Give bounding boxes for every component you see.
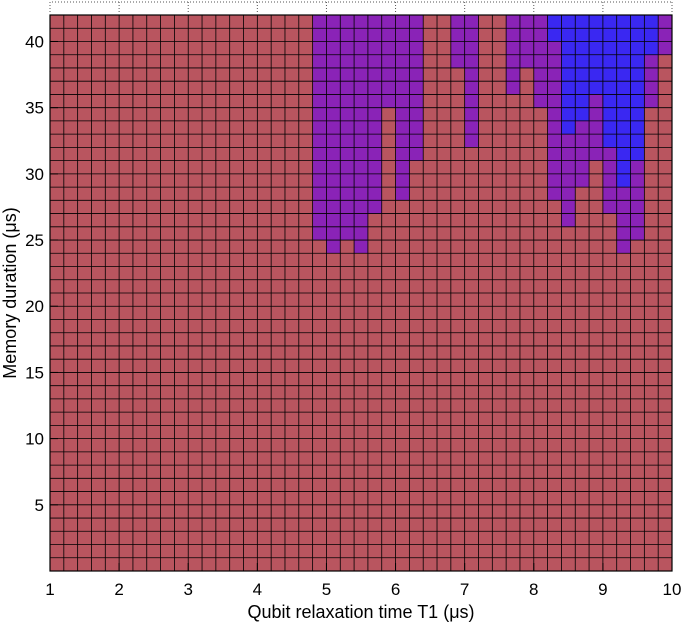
x-tick-label: 10 (663, 580, 682, 599)
heatmap-region-2 (340, 15, 355, 241)
plot-frame (49, 14, 673, 572)
heatmap-region-23 (561, 15, 576, 135)
y-tick-label: 40 (25, 32, 44, 51)
heatmap-region-7 (409, 15, 424, 161)
x-tick-label: 2 (114, 580, 123, 599)
x-tick-label: 3 (183, 580, 192, 599)
heatmap-region-27 (616, 15, 631, 188)
y-tick-label: 25 (25, 231, 44, 250)
x-tick-label: 1 (45, 580, 54, 599)
y-tick-label: 15 (25, 363, 44, 382)
y-tick-label: 5 (35, 496, 44, 515)
heatmap-region-12 (533, 15, 548, 108)
x-axis-ticks: 1 2 3 4 5 6 7 8 9 10 (45, 563, 681, 599)
y-tick-label: 30 (25, 165, 44, 184)
x-tick-label: 4 (253, 580, 262, 599)
heatmap-region-5 (381, 15, 396, 108)
top-axis-fragment (49, 1, 673, 14)
heatmap-regions (312, 15, 672, 254)
y-axis-label: Memory duration (μs) (0, 207, 20, 378)
heatmap-region-21 (658, 15, 672, 55)
x-axis-label: Qubit relaxation time T1 (μs) (247, 602, 474, 622)
x-tick-label: 7 (460, 580, 469, 599)
heatmap-region-0 (312, 15, 327, 241)
heatmap-region-4 (367, 15, 382, 214)
heatmap-region-29 (644, 15, 659, 55)
x-tick-label: 8 (529, 580, 538, 599)
y-tick-label: 10 (25, 430, 44, 449)
x-tick-label: 5 (322, 580, 331, 599)
y-tick-label: 20 (25, 297, 44, 316)
x-tick-label: 6 (391, 580, 400, 599)
x-tick-label: 9 (598, 580, 607, 599)
y-axis-ticks: 5 10 15 20 25 30 35 40 (25, 32, 58, 515)
y-tick-label: 35 (25, 99, 44, 118)
heatmap-region-28 (630, 15, 645, 161)
